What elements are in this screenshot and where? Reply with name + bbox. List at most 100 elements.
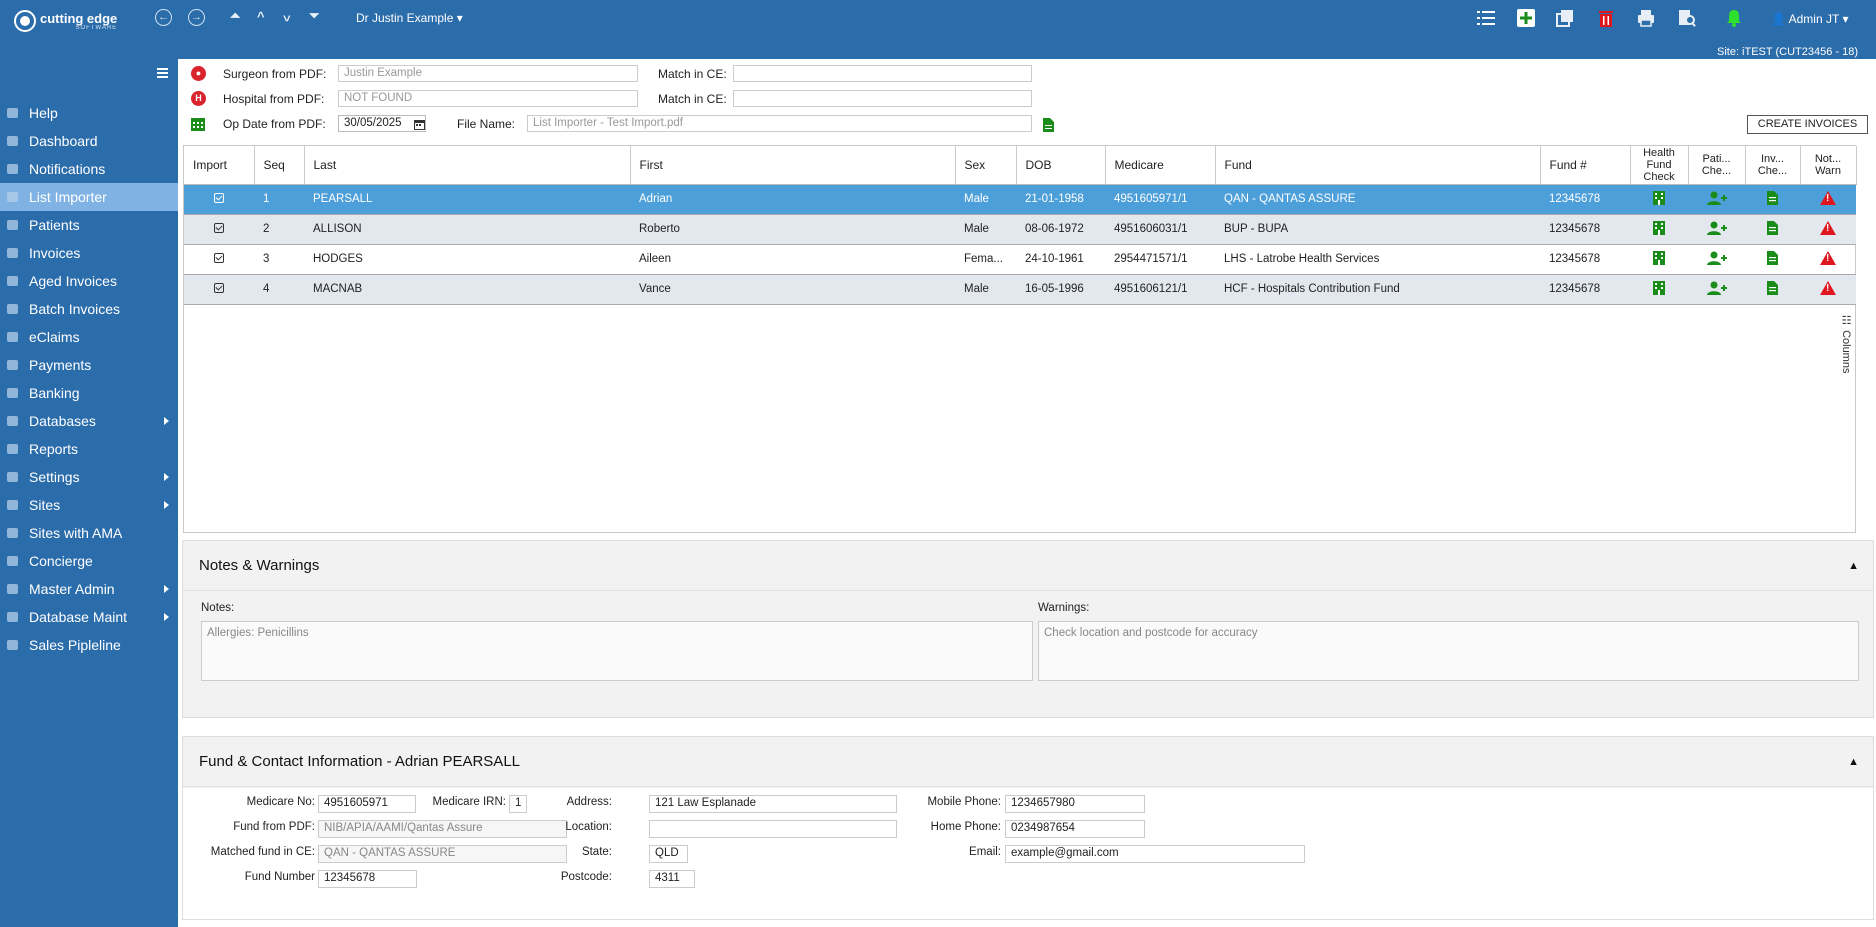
opdate-field[interactable]: 30/05/2025 xyxy=(338,115,426,132)
mobile-field[interactable]: 1234657980 xyxy=(1005,795,1145,813)
hospital-field[interactable]: NOT FOUND xyxy=(338,90,638,107)
sidebar-item-database-maint[interactable]: Database Maint xyxy=(0,603,178,631)
warning-icon[interactable] xyxy=(1800,214,1856,245)
surgeon-match-field[interactable] xyxy=(733,65,1032,82)
patient-check-icon[interactable] xyxy=(1688,274,1745,305)
sidebar-item-notifications[interactable]: Notifications xyxy=(0,155,178,183)
invoice-check-icon[interactable] xyxy=(1745,184,1800,215)
column-header-fund[interactable]: Fund # xyxy=(1540,146,1631,185)
sidebar-item-sites-with-ama[interactable]: Sites with AMA xyxy=(0,519,178,547)
sidebar-item-batch-invoices[interactable]: Batch Invoices xyxy=(0,295,178,323)
import-checkbox[interactable] xyxy=(184,184,254,215)
sidebar-item-dashboard[interactable]: Dashboard xyxy=(0,127,178,155)
table-row[interactable]: 3 HODGES Aileen Fema... 24-10-1961 2954471571… xyxy=(184,244,1856,275)
sidebar-item-settings[interactable]: Settings xyxy=(0,463,178,491)
warning-icon[interactable] xyxy=(1800,274,1856,305)
sidebar-item-patients[interactable]: Patients xyxy=(0,211,178,239)
patient-check-icon[interactable] xyxy=(1688,214,1745,245)
invoice-check-icon[interactable] xyxy=(1745,274,1800,305)
hospital-match-field[interactable] xyxy=(733,90,1032,107)
sidebar-item-list-importer[interactable]: List Importer xyxy=(0,183,178,211)
forward-icon[interactable]: → xyxy=(188,9,205,26)
fund-number-field[interactable]: 12345678 xyxy=(318,870,417,888)
column-header-pati-che[interactable]: Pati... Che... xyxy=(1688,146,1746,185)
column-header-seq[interactable]: Seq xyxy=(254,146,305,185)
pdf-file-icon[interactable] xyxy=(1043,118,1054,132)
sidebar-item-concierge[interactable]: Concierge xyxy=(0,547,178,575)
import-checkbox[interactable] xyxy=(184,244,254,275)
sidebar-item-help[interactable]: Help xyxy=(0,99,178,127)
sidebar-item-sales-pipleline[interactable]: Sales Pipleline xyxy=(0,631,178,659)
sidebar-item-reports[interactable]: Reports xyxy=(0,435,178,463)
sidebar-item-eclaims[interactable]: eClaims xyxy=(0,323,178,351)
table-row[interactable]: 1 PEARSALL Adrian Male 21-01-1958 4951605971/… xyxy=(184,184,1856,215)
menu-toggle-icon[interactable] xyxy=(157,68,168,78)
preview-icon[interactable] xyxy=(1677,8,1697,28)
patient-check-icon[interactable] xyxy=(1688,184,1745,215)
health-fund-check-icon[interactable] xyxy=(1630,214,1688,245)
brand-logo[interactable]: cutting edge SOFTWARE xyxy=(14,10,117,32)
collapse-icon[interactable]: ▲ xyxy=(1848,560,1859,572)
fund-panel-header[interactable]: Fund & Contact Information - Adrian PEAR… xyxy=(183,737,1873,787)
bell-icon[interactable] xyxy=(1724,8,1744,28)
doctor-selector[interactable]: Dr Justin Example ▾ xyxy=(356,11,463,25)
next-record-icon[interactable]: ^ xyxy=(283,9,291,24)
list-icon[interactable] xyxy=(1476,8,1496,28)
fund-pdf-field[interactable]: NIB/APIA/AAMI/Qantas Assure xyxy=(318,820,567,838)
sidebar-item-master-admin[interactable]: Master Admin xyxy=(0,575,178,603)
columns-toggle[interactable]: ☷ Columns xyxy=(1839,314,1853,373)
surgeon-field[interactable]: Justin Example xyxy=(338,65,638,82)
table-row[interactable]: 4 MACNAB Vance Male 16-05-1996 4951606121/1 HC… xyxy=(184,274,1856,305)
medicare-no-field[interactable]: 4951605971 xyxy=(318,795,416,813)
column-header-sex[interactable]: Sex xyxy=(955,146,1017,185)
back-icon[interactable]: ← xyxy=(155,9,172,26)
filename-field[interactable]: List Importer - Test Import.pdf xyxy=(527,115,1032,132)
column-header-fund[interactable]: Fund xyxy=(1215,146,1541,185)
copy-icon[interactable] xyxy=(1555,8,1575,28)
column-header-import[interactable]: Import xyxy=(184,146,255,185)
sidebar-item-invoices[interactable]: Invoices xyxy=(0,239,178,267)
import-checkbox[interactable] xyxy=(184,214,254,245)
column-header-dob[interactable]: DOB xyxy=(1016,146,1106,185)
delete-icon[interactable] xyxy=(1596,8,1616,28)
warnings-textarea[interactable]: Check location and postcode for accuracy xyxy=(1038,621,1859,681)
first-record-icon[interactable]: ⏶ xyxy=(230,8,241,23)
warning-icon[interactable] xyxy=(1800,184,1856,215)
health-fund-check-icon[interactable] xyxy=(1630,274,1688,305)
state-field[interactable]: QLD xyxy=(649,845,688,863)
column-header-medicare[interactable]: Medicare xyxy=(1105,146,1216,185)
health-fund-check-icon[interactable] xyxy=(1630,244,1688,275)
email-field[interactable]: example@gmail.com xyxy=(1005,845,1305,863)
table-row[interactable]: 2 ALLISON Roberto Male 08-06-1972 4951606031/… xyxy=(184,214,1856,245)
address-field[interactable]: 121 Law Esplanade xyxy=(649,795,897,813)
collapse-icon[interactable]: ▲ xyxy=(1848,756,1859,768)
medicare-irn-field[interactable]: 1 xyxy=(509,795,527,813)
invoice-check-icon[interactable] xyxy=(1745,214,1800,245)
column-header-first[interactable]: First xyxy=(630,146,956,185)
create-invoices-button[interactable]: CREATE INVOICES xyxy=(1747,115,1868,134)
sidebar-item-payments[interactable]: Payments xyxy=(0,351,178,379)
location-field[interactable] xyxy=(649,820,897,838)
print-icon[interactable] xyxy=(1636,8,1656,28)
column-header-health-fund-check[interactable]: Health Fund Check xyxy=(1630,146,1689,185)
notes-textarea[interactable]: Allergies: Penicillins xyxy=(201,621,1033,681)
column-header-last[interactable]: Last xyxy=(304,146,631,185)
sidebar-item-sites[interactable]: Sites xyxy=(0,491,178,519)
last-record-icon[interactable]: ⏷ xyxy=(309,8,320,23)
warning-icon[interactable] xyxy=(1800,244,1856,275)
import-checkbox[interactable] xyxy=(184,274,254,305)
home-phone-field[interactable]: 0234987654 xyxy=(1005,820,1145,838)
matched-fund-field[interactable]: QAN - QANTAS ASSURE xyxy=(318,845,567,863)
user-menu[interactable]: 👤 Admin JT ▾ xyxy=(1771,12,1848,26)
date-picker-icon[interactable] xyxy=(414,119,425,130)
postcode-field[interactable]: 4311 xyxy=(649,870,695,888)
add-icon[interactable] xyxy=(1516,8,1536,28)
patient-check-icon[interactable] xyxy=(1688,244,1745,275)
sidebar-item-aged-invoices[interactable]: Aged Invoices xyxy=(0,267,178,295)
previous-record-icon[interactable]: ^ xyxy=(257,9,265,24)
health-fund-check-icon[interactable] xyxy=(1630,184,1688,215)
column-header-not-warn[interactable]: Not... Warn xyxy=(1800,146,1857,185)
invoice-check-icon[interactable] xyxy=(1745,244,1800,275)
column-header-inv-che[interactable]: Inv... Che... xyxy=(1745,146,1801,185)
notes-panel-header[interactable]: Notes & Warnings ▲ xyxy=(183,541,1873,591)
